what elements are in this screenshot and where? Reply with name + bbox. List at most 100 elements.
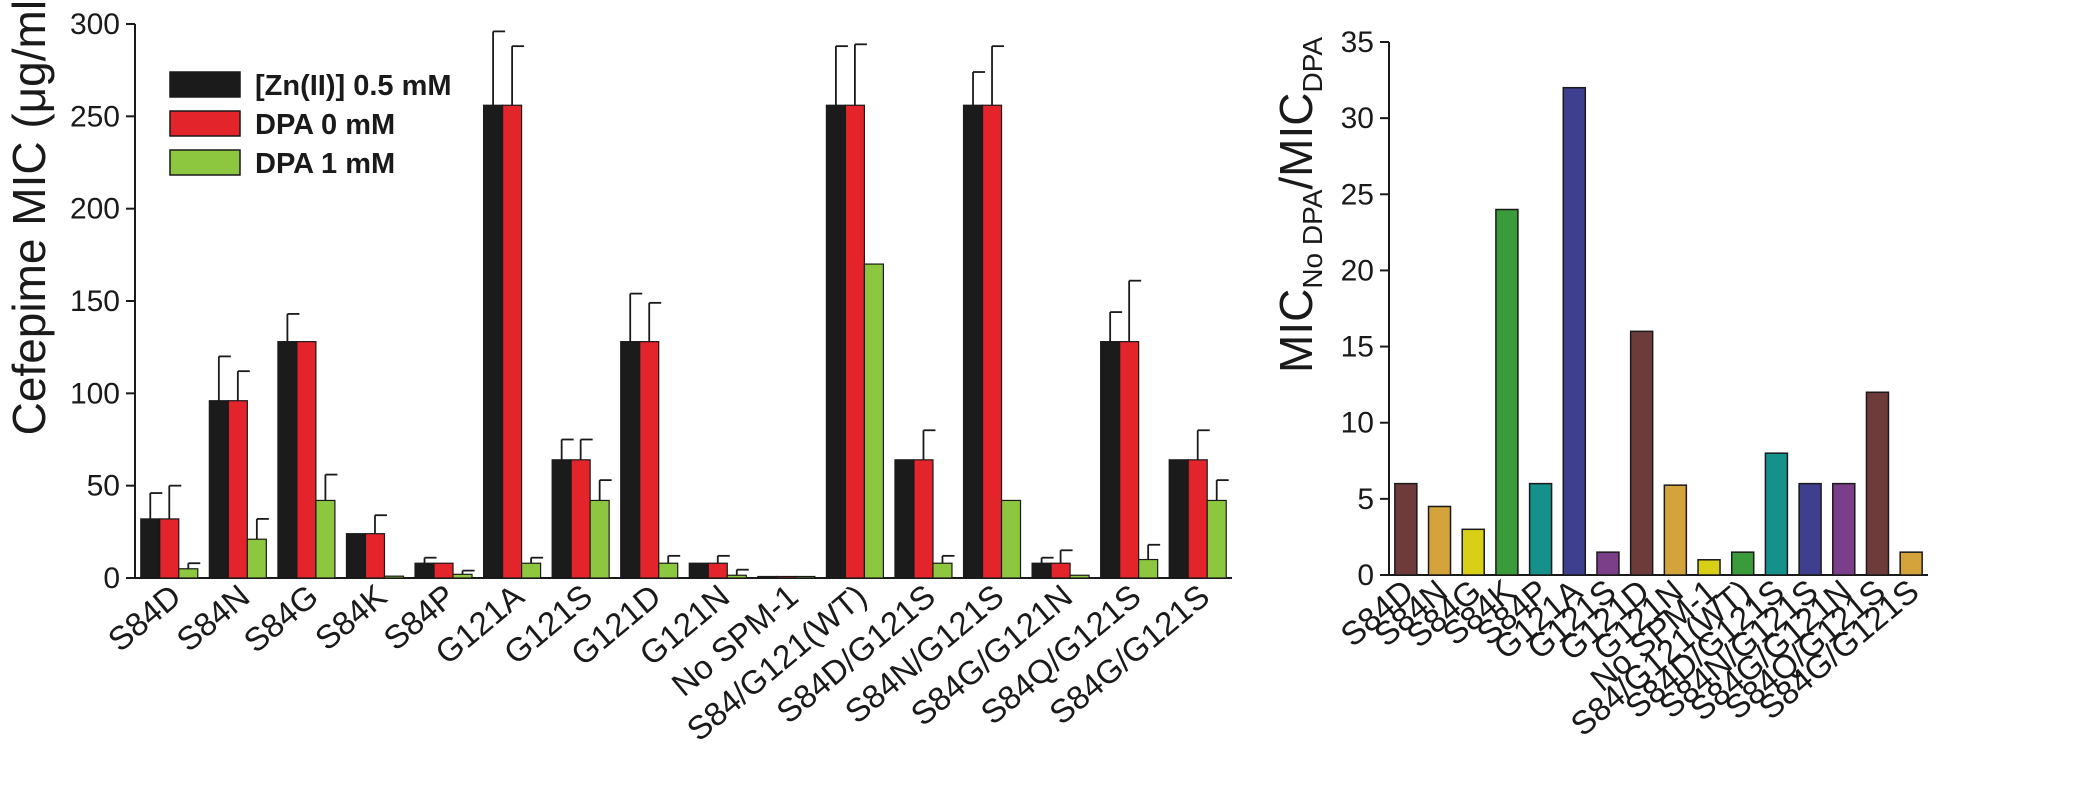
dpa0-bar (570, 459, 591, 579)
ratio-bar (1865, 391, 1890, 576)
dpa0-bar (1119, 341, 1140, 579)
left-category-label: S84N (169, 577, 256, 658)
right-axes: 0 5 10 15 20 25 30 35 (1341, 26, 1928, 592)
legend-swatch (169, 149, 241, 176)
ratio-bar (1663, 484, 1688, 576)
dpa0-bar (707, 562, 728, 579)
zinc-bar (1031, 562, 1052, 579)
right-bars (1394, 86, 1923, 576)
ratio-bar (1629, 330, 1654, 576)
ylabel-sub-dpa: DPA (1297, 37, 1328, 93)
left-category-label: S84K (308, 577, 394, 657)
zinc-bar (757, 575, 778, 579)
legend-label: [Zn(II)] 0.5 mM (255, 70, 452, 102)
zinc-bar (894, 459, 915, 579)
left-y-tick-label: 200 (70, 193, 120, 226)
zinc-bar (345, 533, 367, 579)
zinc-bar (825, 104, 847, 579)
right-y-tick-label: 25 (1341, 178, 1374, 211)
dpa0-bar (501, 104, 523, 579)
dpa1-bar (246, 538, 267, 579)
zinc-bar (208, 400, 229, 579)
dpa1-bar (520, 562, 542, 579)
dpa0-bar (433, 562, 454, 579)
ratio-bar (1596, 551, 1620, 576)
left-y-tick-label: 250 (70, 100, 120, 133)
dpa1-bar (383, 575, 405, 579)
left-axes: 0 50 100 150 200 250 300 (70, 8, 1232, 595)
cefepime-mic-chart: 0 50 100 150 200 250 300 S84DS84NS84GS84KS84PG… (3, 0, 1232, 748)
ylabel-mid: /MIC (1270, 92, 1322, 189)
dpa1-bar (315, 499, 336, 579)
ratio-bar (1461, 528, 1485, 576)
right-y-axis-title: MICNo DPA/MICDPA (1270, 37, 1328, 373)
zinc-bar (688, 562, 709, 579)
ratio-bar (1798, 482, 1822, 576)
zinc-bar (1168, 459, 1189, 579)
dpa0-bar (364, 533, 386, 579)
right-y-tick-label: 5 (1357, 483, 1374, 516)
dpa0-bar (1050, 562, 1071, 579)
left-y-tick-label: 150 (70, 285, 120, 318)
ratio-bar (1495, 208, 1519, 576)
zinc-bar (620, 341, 641, 579)
left-category-labels: S84DS84NS84GS84KS84PG121AG121SG121DG121N… (101, 577, 1216, 748)
right-y-tick-label: 10 (1341, 407, 1374, 440)
legend: [Zn(II)] 0.5 mM DPA 0 mM DPA 1 mM (169, 70, 452, 180)
dpa1-bar (589, 499, 610, 579)
dpa0-bar (844, 104, 866, 579)
dpa1-bar (178, 568, 199, 579)
dpa1-bar (795, 575, 816, 579)
zinc-bar (1100, 341, 1121, 579)
left-y-axis-title: Cefepime MIC (μg/ml) (3, 0, 55, 435)
zinc-bar (482, 104, 504, 579)
dpa1-bar (1069, 574, 1090, 579)
ratio-bar (1562, 86, 1587, 576)
left-bars (140, 30, 1229, 579)
left-y-tick-label: 100 (70, 377, 120, 410)
right-y-tick-label: 15 (1341, 331, 1374, 364)
ratio-bar (1730, 551, 1755, 576)
dpa1-bar (658, 562, 679, 579)
legend-swatch (169, 71, 241, 98)
dpa0-bar (639, 341, 660, 579)
dpa0-bar (296, 341, 317, 579)
left-y-tick-label: 300 (70, 8, 120, 41)
dpa1-bar (1206, 499, 1227, 579)
ratio-bar (1697, 559, 1721, 576)
dpa0-bar (1187, 459, 1208, 579)
ylabel-sub-no-dpa: No DPA (1297, 189, 1328, 288)
ratio-bar (1427, 505, 1452, 576)
ratio-bar (1764, 452, 1789, 576)
ratio-bar (1528, 482, 1553, 576)
right-category-labels: S84DS84NS84GS84KS84PG121AG121SG121DG121N… (1333, 572, 1925, 743)
zinc-bar (277, 341, 298, 579)
ratio-bar (1832, 482, 1856, 576)
right-y-tick-label: 35 (1341, 26, 1374, 59)
mic-ratio-chart: 0 5 10 15 20 25 30 35 S84DS84NS84GS84KS84PG121A… (1270, 26, 1928, 743)
right-y-tick-label: 0 (1357, 559, 1374, 592)
left-y-tick-label: 50 (87, 470, 120, 503)
dpa1-bar (1138, 558, 1159, 579)
dpa1-bar (863, 263, 885, 579)
left-y-tick-label: 0 (103, 562, 120, 595)
right-y-tick-label: 20 (1341, 254, 1374, 287)
dpa1-bar (452, 573, 473, 579)
zinc-bar (414, 562, 435, 579)
dpa1-bar (726, 574, 747, 579)
zinc-bar (551, 459, 572, 579)
ratio-bar (1394, 482, 1418, 576)
dpa0-bar (227, 400, 248, 579)
dpa1-bar (932, 562, 953, 579)
dpa0-bar (913, 459, 934, 579)
left-category-label: S84G (236, 577, 324, 660)
right-y-tick-label: 30 (1341, 102, 1374, 135)
ratio-bar (1899, 551, 1923, 576)
ylabel-main: MIC (1270, 289, 1322, 373)
legend-swatch (169, 110, 241, 137)
dpa0-bar (981, 104, 1003, 579)
dpa1-bar (1000, 499, 1022, 579)
dpa0-bar (159, 518, 180, 579)
zinc-bar (962, 104, 984, 579)
